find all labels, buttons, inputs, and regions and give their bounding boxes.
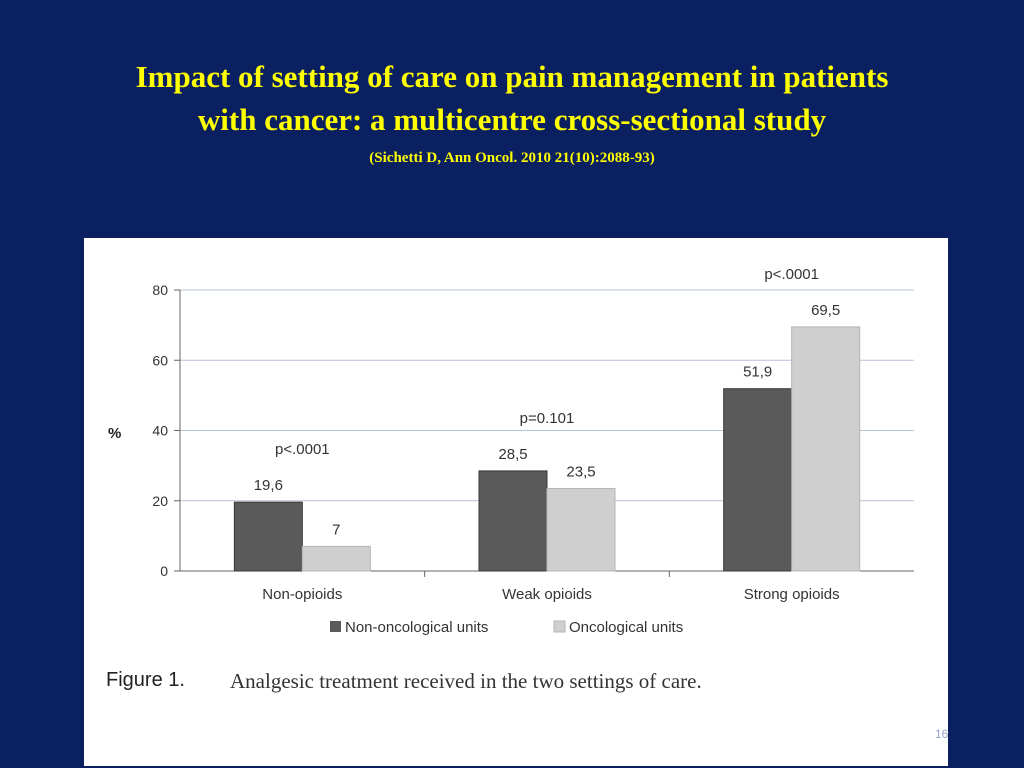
bar-value-label: 19,6: [254, 477, 283, 494]
y-tick-label: 60: [152, 352, 168, 368]
label-layer: 0 20 40 60 80 19,6 7 p<.0001 Non-opioids 28,5 23,5…: [152, 266, 840, 603]
slide-number: 16: [935, 727, 949, 741]
figure-caption: Analgesic treatment received in the two …: [230, 669, 702, 693]
slide-title-line1: Impact of setting of care on pain manage…: [135, 59, 889, 94]
bar-value-label: 23,5: [566, 463, 595, 480]
legend-swatch-oncological: [553, 620, 566, 633]
legend-label-oncological: Oncological units: [569, 619, 683, 636]
category-label: Weak opioids: [502, 586, 592, 603]
legend-label-non-oncological: Non-oncological units: [345, 619, 488, 636]
bar-value-label: 28,5: [498, 446, 527, 463]
bar-oncological: [546, 487, 616, 572]
bar-oncological: [791, 326, 861, 572]
p-value-label: p=0.101: [520, 410, 575, 427]
y-tick-label: 80: [152, 282, 168, 298]
p-value-label: p<.0001: [275, 441, 330, 458]
bar-non-oncological: [233, 501, 303, 572]
bar-chart: 0 20 40 60 80 19,6 7 p<.0001 Non-opioids 28,5 23,5…: [106, 266, 914, 693]
figure-label: Figure 1.: [106, 669, 185, 691]
y-tick-label: 0: [160, 563, 168, 579]
y-axis-label: %: [108, 425, 121, 442]
legend: Non-oncological units Oncological units: [330, 619, 683, 636]
p-value-label: p<.0001: [764, 266, 819, 283]
slide-title-line2: with cancer: a multicentre cross-section…: [197, 102, 827, 137]
figure-panel: 0 20 40 60 80 19,6 7 p<.0001 Non-opioids 28,5 23,5…: [84, 238, 948, 766]
bar-value-label: 69,5: [811, 302, 840, 319]
slide-title: Impact of setting of care on pain manage…: [0, 55, 1024, 141]
category-label: Strong opioids: [744, 586, 840, 603]
bar-oncological: [301, 545, 371, 572]
category-label: Non-opioids: [262, 586, 342, 603]
bar-value-label: 7: [332, 521, 340, 538]
bar-non-oncological: [723, 388, 793, 572]
bar-layer: [233, 326, 861, 572]
bar-non-oncological: [478, 470, 548, 572]
legend-swatch-non-oncological: [330, 621, 341, 632]
citation: (Sichetti D, Ann Oncol. 2010 21(10):2088…: [369, 150, 655, 166]
y-tick-label: 20: [152, 493, 168, 509]
y-tick-label: 40: [152, 423, 168, 439]
bar-value-label: 51,9: [743, 364, 772, 381]
